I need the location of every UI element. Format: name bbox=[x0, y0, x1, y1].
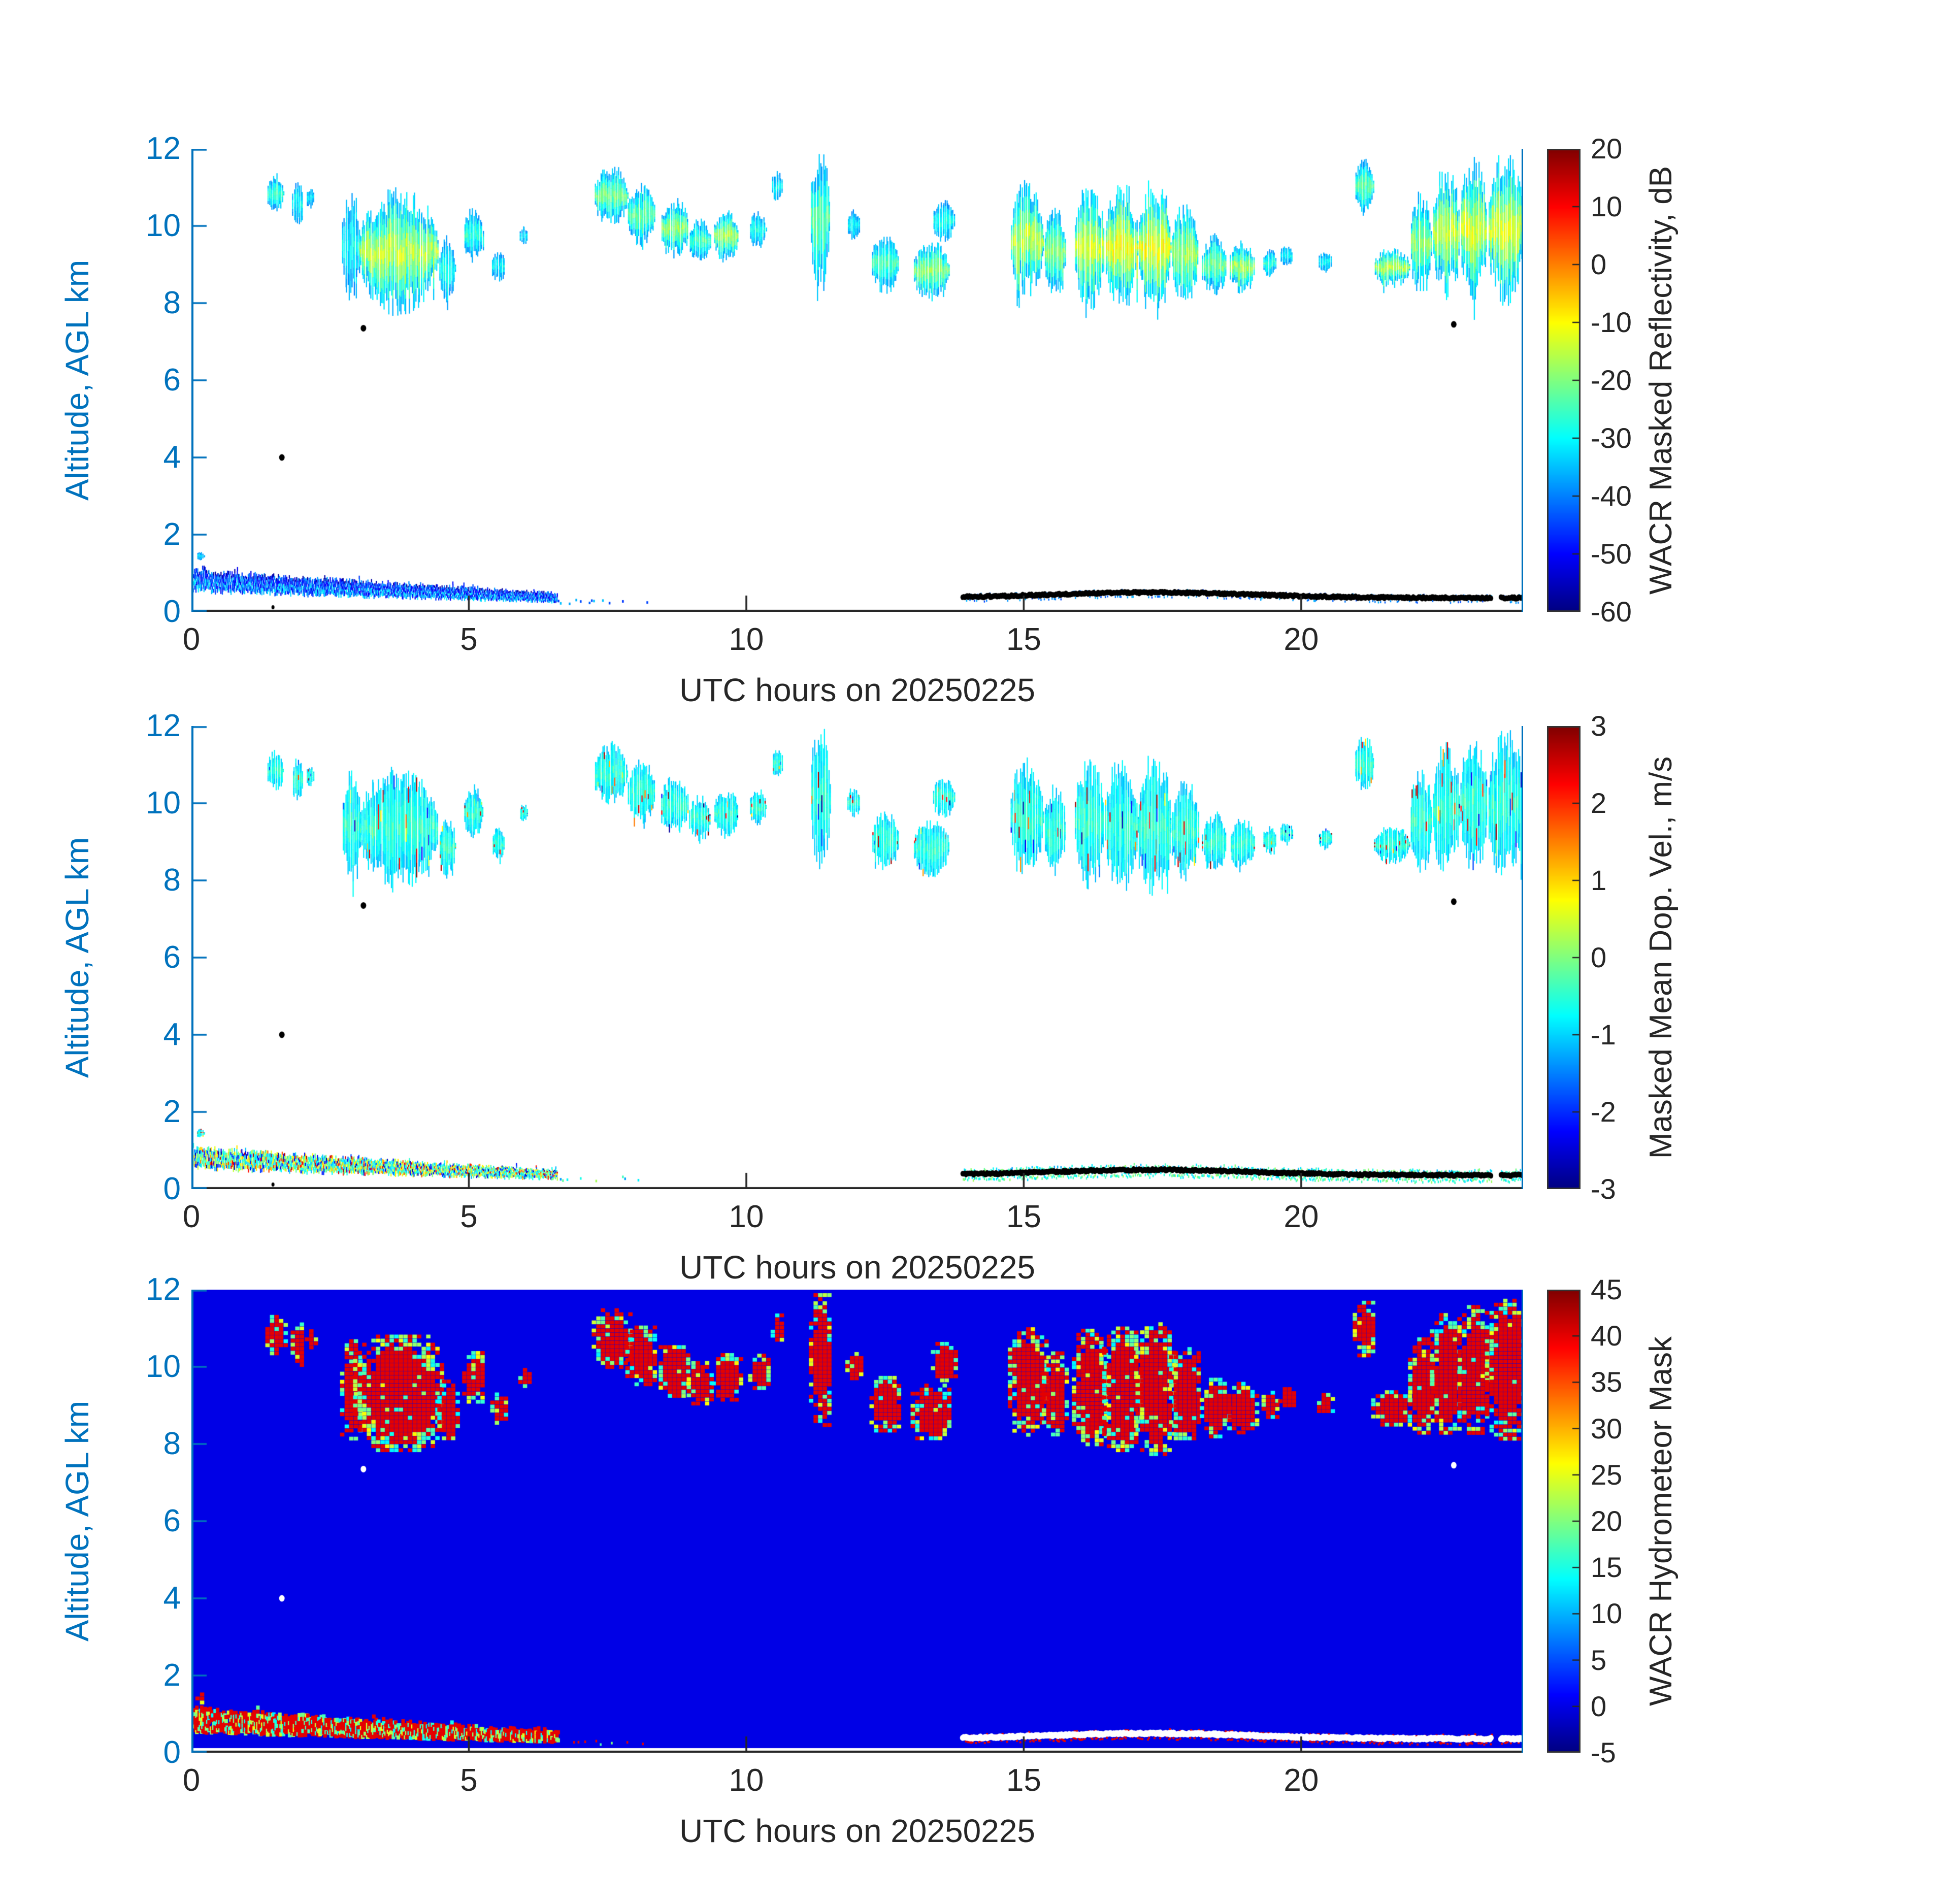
y-tick-label: 4 bbox=[163, 1581, 181, 1616]
x-tick-label: 5 bbox=[460, 1763, 478, 1798]
hydrometeor-mask-heatmap bbox=[191, 1290, 1523, 1753]
velocity-colorbar bbox=[1547, 726, 1581, 1189]
colorbar-tick-label: 25 bbox=[1591, 1458, 1623, 1491]
y-tick-label: 4 bbox=[163, 1017, 181, 1052]
x-tick-label: 5 bbox=[460, 622, 478, 657]
x-tick-label: 0 bbox=[182, 1763, 201, 1798]
x-axis-label: UTC hours on 20250225 bbox=[679, 1813, 1035, 1849]
x-axis-label: UTC hours on 20250225 bbox=[679, 672, 1035, 708]
y-tick-label: 2 bbox=[163, 1658, 181, 1693]
colorbar-tick-label: 0 bbox=[1591, 1690, 1607, 1722]
colorbar-tick-label: 40 bbox=[1591, 1320, 1623, 1352]
colorbar-tick-label: 2 bbox=[1591, 787, 1607, 819]
y-tick-label: 6 bbox=[163, 1503, 181, 1538]
colorbar-tick-label: 10 bbox=[1591, 1597, 1623, 1630]
colorbar-tick-label: -5 bbox=[1591, 1736, 1616, 1768]
colorbar-tick-label: -2 bbox=[1591, 1096, 1616, 1128]
x-tick-label: 10 bbox=[729, 1199, 764, 1234]
x-tick-label: 20 bbox=[1283, 1199, 1319, 1234]
y-tick-label: 2 bbox=[163, 517, 181, 552]
y-tick-label: 6 bbox=[163, 363, 181, 398]
colorbar-tick-label: 30 bbox=[1591, 1412, 1623, 1445]
colorbar-tick-label: 5 bbox=[1591, 1644, 1607, 1676]
x-tick-label: 10 bbox=[729, 1763, 764, 1798]
x-tick-label: 20 bbox=[1283, 1763, 1319, 1798]
colorbar-tick-label: 35 bbox=[1591, 1366, 1623, 1398]
colorbar-label: WACR Hydrometeor Mask bbox=[1643, 1336, 1678, 1706]
hydrometeor-mask-colorbar bbox=[1547, 1290, 1581, 1753]
y-tick-label: 2 bbox=[163, 1094, 181, 1129]
colorbar-label: Masked Mean Dop. Vel., m/s bbox=[1643, 756, 1678, 1159]
x-tick-label: 15 bbox=[1006, 1763, 1041, 1798]
colorbar-tick-label: -1 bbox=[1591, 1019, 1616, 1051]
colorbar-tick-label: -3 bbox=[1591, 1173, 1616, 1205]
y-tick-label: 0 bbox=[163, 1171, 181, 1206]
y-tick-label: 0 bbox=[163, 1735, 181, 1770]
velocity-heatmap bbox=[191, 726, 1523, 1189]
colorbar-label: WACR Masked Reflectivity, dB bbox=[1643, 166, 1678, 595]
colorbar-tick-label: -50 bbox=[1591, 538, 1632, 570]
y-tick-label: 6 bbox=[163, 940, 181, 975]
x-tick-label: 0 bbox=[182, 622, 201, 657]
x-axis-label: UTC hours on 20250225 bbox=[679, 1249, 1035, 1286]
y-tick-label: 8 bbox=[163, 863, 181, 898]
colorbar-tick-label: -40 bbox=[1591, 480, 1632, 512]
y-tick-label: 4 bbox=[163, 440, 181, 475]
colorbar-tick-label: -60 bbox=[1591, 596, 1632, 628]
colorbar-tick-label: -10 bbox=[1591, 306, 1632, 338]
x-tick-label: 10 bbox=[729, 622, 764, 657]
reflectivity-heatmap bbox=[191, 149, 1523, 612]
colorbar-tick-label: -30 bbox=[1591, 422, 1632, 454]
x-tick-label: 15 bbox=[1006, 622, 1041, 657]
y-tick-label: 0 bbox=[163, 594, 181, 629]
colorbar-tick-label: -20 bbox=[1591, 364, 1632, 396]
x-tick-label: 5 bbox=[460, 1199, 478, 1234]
colorbar-tick-label: 20 bbox=[1591, 133, 1623, 165]
y-tick-label: 8 bbox=[163, 1426, 181, 1461]
y-tick-label: 8 bbox=[163, 285, 181, 320]
colorbar-tick-label: 15 bbox=[1591, 1551, 1623, 1584]
y-tick-label: 12 bbox=[146, 1272, 181, 1307]
colorbar-tick-label: 3 bbox=[1591, 710, 1607, 742]
colorbar-tick-label: 20 bbox=[1591, 1505, 1623, 1537]
y-tick-label: 12 bbox=[146, 131, 181, 166]
reflectivity-colorbar bbox=[1547, 149, 1581, 612]
colorbar-tick-label: 0 bbox=[1591, 248, 1607, 280]
colorbar-tick-label: 45 bbox=[1591, 1273, 1623, 1305]
y-tick-label: 12 bbox=[146, 708, 181, 743]
y-tick-label: 10 bbox=[146, 1349, 181, 1384]
x-tick-label: 15 bbox=[1006, 1199, 1041, 1234]
colorbar-tick-label: 10 bbox=[1591, 190, 1623, 222]
colorbar-tick-label: 1 bbox=[1591, 864, 1607, 896]
y-tick-label: 10 bbox=[146, 785, 181, 820]
colorbar-tick-label: 0 bbox=[1591, 941, 1607, 973]
x-tick-label: 20 bbox=[1283, 622, 1319, 657]
x-tick-label: 0 bbox=[182, 1199, 201, 1234]
y-tick-label: 10 bbox=[146, 208, 181, 243]
